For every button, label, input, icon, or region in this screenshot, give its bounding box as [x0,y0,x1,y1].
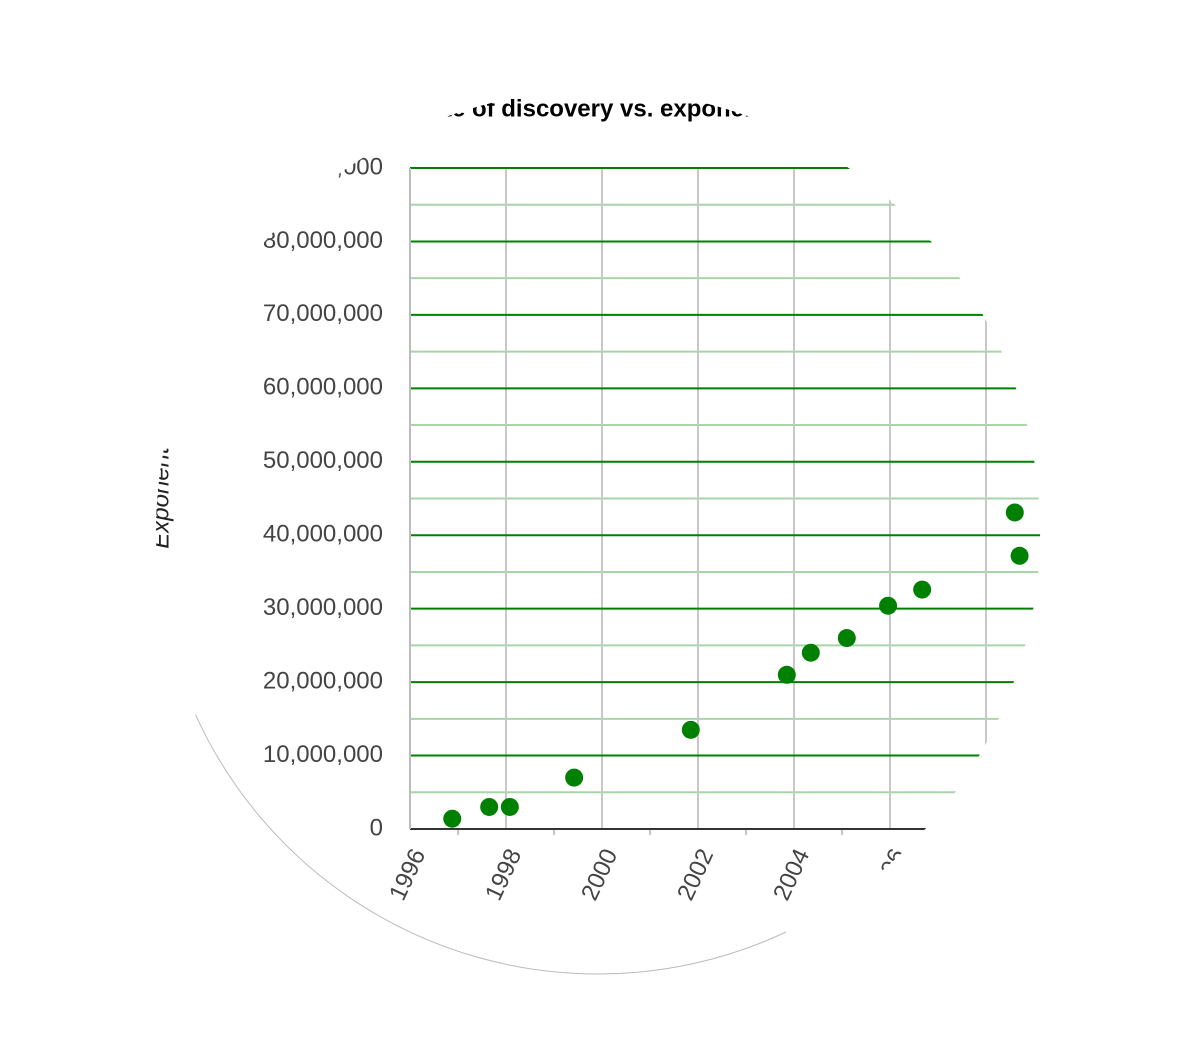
y-tick-label: 10,000,000 [263,741,383,768]
chart-title: Date of discovery vs. exponent [413,95,766,122]
data-point [565,768,584,787]
y-tick-label: 60,000,000 [263,374,383,401]
y-tick-label: 30,000,000 [263,594,383,621]
y-axis-label: Exponent [147,446,174,549]
x-tick-label: 2002 [672,845,719,905]
data-point [879,596,898,615]
data-point [500,797,519,816]
x-tick-label: 1996 [384,845,431,905]
y-tick-label: 70,000,000 [263,300,383,327]
data-point [443,809,462,828]
x-tick-label: 2008 [960,845,1007,905]
lens-edge [155,89,1041,975]
data-point [681,720,700,739]
data-point [801,643,820,662]
y-tick-label: 90,000,000 [263,153,383,180]
data-point [1010,546,1029,565]
y-tick-label: 80,000,000 [263,227,383,254]
y-tick-label: 50,000,000 [263,447,383,474]
x-tick-label: 2000 [576,845,623,905]
data-point [913,580,932,599]
x-tick-label: 2006 [864,845,911,905]
data-point [777,665,796,684]
x-tick-label: 1998 [480,845,527,905]
data-point [1005,503,1024,522]
data-point [837,629,856,648]
data-point [480,797,499,816]
y-tick-label: 40,000,000 [263,521,383,548]
y-tick-label: 20,000,000 [263,667,383,694]
y-tick-label: 0 [370,814,383,841]
x-tick-label: 2004 [768,845,815,905]
magnified-view: Date of discovery vs. exponent Exponent … [147,95,1040,905]
